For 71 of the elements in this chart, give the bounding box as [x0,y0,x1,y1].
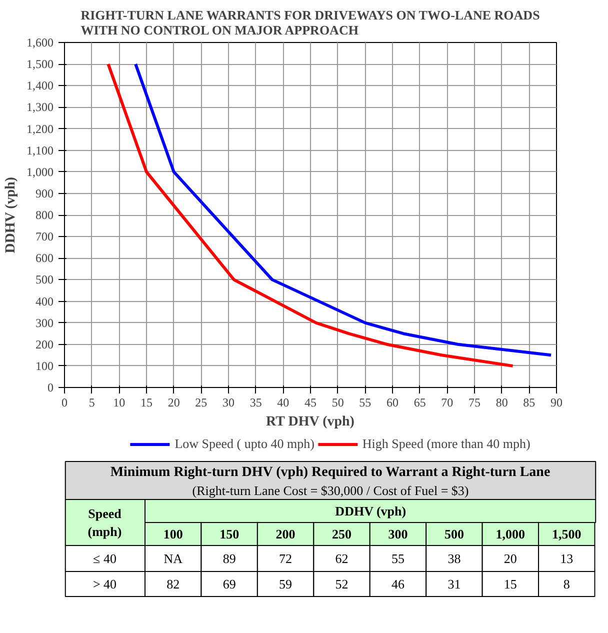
y-tick-label: 1,000 [26,164,54,179]
text: 52 [335,576,348,592]
text: 150 [220,526,240,542]
x-tick-label: 60 [386,396,398,410]
x-tick-label: 65 [414,396,426,410]
y-tick-label: 300 [36,316,54,330]
text: 46 [391,576,405,592]
y-tick-label: 1,300 [26,100,54,114]
text: 300 [388,526,408,542]
text: 59 [279,576,292,592]
text: Minimum Right-turn DHV (vph) Required to Warrant a Right-turn Lane [110,465,550,480]
x-tick-label: 35 [250,396,262,410]
x-tick-label: 20 [168,396,180,410]
text: 15 [504,576,517,592]
x-tick-label: 55 [359,396,372,410]
text: Speed (mph) [88,506,122,539]
text: 82 [166,576,180,592]
x-tick-label: 70 [441,396,454,410]
x-tick-label: 30 [222,396,234,410]
x-tick-label: 5 [88,396,95,410]
x-tick-label: 75 [468,396,480,410]
y-tick-label: 1,500 [26,57,54,72]
text: 69 [222,576,236,592]
y-tick-label: 400 [36,294,54,308]
text: ≤ 40 [93,551,116,566]
text: > 40 [92,576,117,592]
legend-label: High Speed (more than 40 mph) [362,436,530,452]
text: 100 [163,526,183,542]
legend-label: Low Speed ( upto 40 mph) [174,436,314,452]
x-tick-label: 45 [304,396,316,410]
x-tick-label: 90 [550,396,562,410]
x-tick-label: 25 [195,396,208,410]
text: (Right-turn Lane Cost = $30,000 / Cost of Fuel = $3) [192,483,469,498]
text: 20 [504,551,517,566]
y-tick-label: 800 [36,208,54,222]
y-tick-label: 0 [48,380,54,394]
text: 72 [279,551,292,566]
x-tick-label: 0 [62,396,68,410]
y-tick-label: 100 [36,358,54,373]
x-tick-label: 10 [113,396,126,410]
y-tick-label: 500 [36,272,54,287]
x-tick-label: 85 [523,396,536,410]
text: 62 [335,551,348,566]
y-tick-label: 1,200 [26,122,54,136]
y-tick-label: 1,100 [26,143,54,158]
x-tick-label: 50 [332,396,344,410]
text: 31 [448,576,461,592]
x-tick-label: 15 [140,396,152,410]
text: 89 [222,551,236,566]
text: 1,000 [496,526,526,542]
y-tick-label: 900 [36,186,54,200]
text: 13 [560,551,574,566]
text: 500 [444,526,464,542]
y-tick-label: 200 [36,337,54,352]
text: 250 [332,526,352,542]
text: 200 [276,526,296,542]
y-tick-label: 1,400 [26,78,54,93]
text: DDHV (vph) [335,504,406,518]
text: 1,500 [552,526,582,542]
text: 55 [391,551,404,566]
x-tick-label: 40 [277,396,290,410]
x-axis-title: RT DHV (vph) [266,414,355,430]
y-tick-label: 700 [36,230,54,244]
y-tick-label: 600 [36,251,54,266]
y-tick-label: 1,600 [26,36,54,50]
chart-title: RIGHT-TURN LANE WARRANTS FOR DRIVEWAYS ON TWO-LANE ROADS WITH NO CONTROL ON MAJOR APPROACH [80,8,540,38]
x-tick-label: 80 [496,396,508,410]
text: 8 [563,576,570,592]
text: 38 [448,551,461,566]
text: NA [164,551,184,566]
y-axis-title: DDHV (vph) [4,176,18,254]
